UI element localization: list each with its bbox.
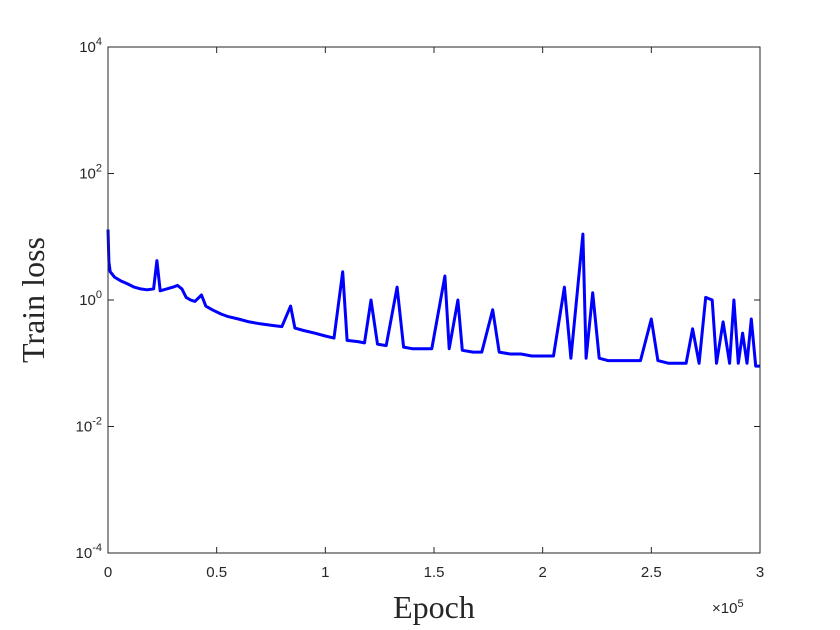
y-tick-label: 102 (79, 163, 102, 183)
y-tick-label: 10-4 (76, 542, 102, 562)
x-tick-label: 1 (321, 564, 329, 581)
y-tick-base: 10 (76, 419, 93, 436)
x-axis-multiplier: ×105 (712, 598, 744, 617)
x-tick-label: 0.5 (206, 564, 227, 581)
plot-area (106, 229, 760, 368)
y-tick-base: 10 (76, 545, 93, 562)
x-axis-label: Epoch (393, 589, 475, 625)
y-tick-label: 10-2 (76, 416, 102, 436)
x-tick-label: 1.5 (424, 564, 445, 581)
y-axis-label: Train loss (15, 237, 51, 363)
y-tick-base: 10 (79, 166, 96, 183)
y-tick-base: 10 (79, 292, 96, 309)
y-tick-exponent: 4 (96, 36, 102, 48)
y-tick-exponent: 0 (96, 289, 102, 301)
y-tick-label: 100 (79, 289, 102, 309)
x-tick-label: 3 (756, 564, 764, 581)
x-tick-label: 2.5 (641, 564, 662, 581)
x-multiplier-exponent: 5 (737, 598, 743, 610)
x-multiplier-base: ×10 (712, 600, 737, 617)
y-tick-exponent: 2 (96, 163, 102, 175)
y-tick-label: 104 (79, 36, 102, 56)
y-tick-exponent: -4 (92, 542, 102, 554)
y-tick-base: 10 (79, 39, 96, 56)
x-tick-label: 2 (538, 564, 546, 581)
x-tick-label: 0 (104, 564, 112, 581)
axes-box (107, 46, 761, 554)
series-line (106, 229, 760, 368)
y-tick-exponent: -2 (92, 416, 102, 428)
